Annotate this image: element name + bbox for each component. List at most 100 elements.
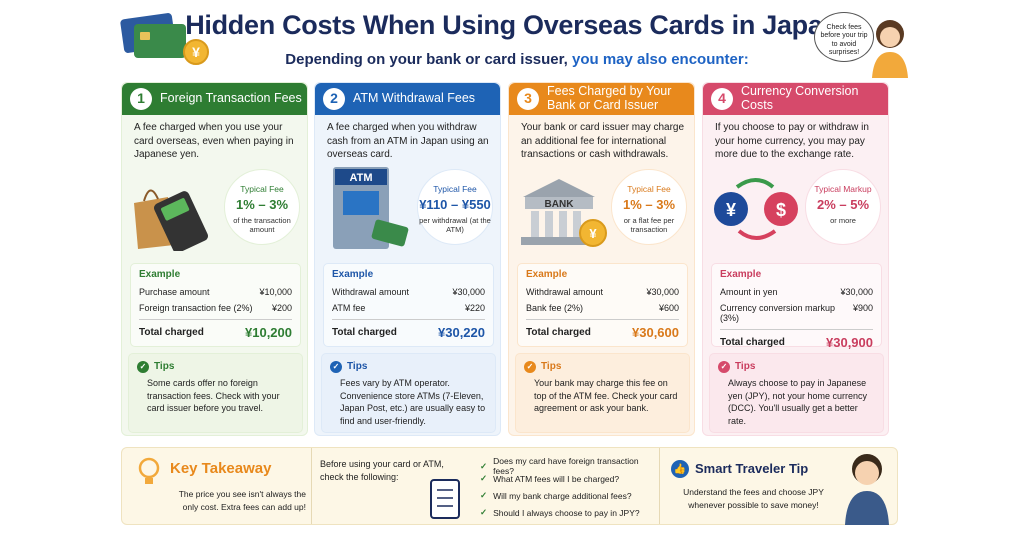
badge-label: Typical Fee: [240, 184, 284, 194]
example-row: Foreign transaction fee (2%) ¥200: [139, 303, 292, 313]
item-text: Will my bank charge additional fees?: [493, 490, 632, 501]
card-description: A fee charged when you use your card ove…: [134, 122, 294, 160]
row-label: Amount in yen: [720, 287, 778, 297]
check-icon: ✓: [330, 361, 342, 373]
traveler-illustration: [845, 454, 889, 525]
person-illustration: [872, 20, 908, 78]
card-header: 2 ATM Withdrawal Fees: [315, 83, 500, 115]
total-label: Total charged: [139, 327, 204, 338]
example-total: Total charged ¥30,600: [526, 319, 679, 340]
row-value: ¥900: [852, 303, 873, 313]
example-row: Bank fee (2%) ¥600: [526, 303, 679, 313]
card: 1 Foreign Transaction Fees A fee charged w…: [121, 82, 308, 436]
badge-value: 1% – 3%: [235, 197, 289, 213]
example-total: Total charged ¥10,200: [139, 319, 292, 340]
row-label: ATM fee: [332, 303, 366, 313]
card-number: 1: [130, 88, 152, 110]
item-text: Does my card have foreign transaction fe…: [493, 456, 639, 476]
tips-heading: Tips: [541, 361, 562, 372]
card-illustration: ¥: [120, 13, 209, 65]
badge-label: Typical Markup: [814, 184, 872, 194]
card-number: 2: [323, 88, 345, 110]
shape: [545, 211, 553, 237]
example-box: Example Withdrawal amount ¥30,000 Bank fee …: [517, 263, 688, 347]
currency-symbol: ¥: [726, 200, 736, 220]
tips-heading: Tips: [347, 361, 368, 372]
card-number: 3: [517, 88, 539, 110]
total-label: Total charged: [720, 337, 785, 348]
smart-tip-title: Smart Traveler Tip: [695, 461, 809, 476]
row-value: ¥600: [658, 303, 679, 313]
card: 2 ATM Withdrawal Fees A fee charged when y…: [314, 82, 501, 436]
shape: [573, 211, 581, 237]
example-total: Total charged ¥30,900: [720, 329, 873, 350]
subtitle-text: Depending on your bank or card issuer,: [285, 51, 568, 68]
badge-note: per withdrawal (at the ATM): [419, 215, 491, 234]
row-value: ¥30,000: [646, 287, 679, 297]
fee-badge: Typical Fee ¥110 – ¥550 per withdrawal (at…: [417, 169, 493, 245]
fee-badge: Typical Fee 1% – 3% of the transaction amo…: [224, 169, 300, 245]
tips-box: ✓ Tips Always choose to pay in Japanese ye…: [709, 353, 884, 433]
shape: [764, 192, 798, 226]
card: 4 Currency Conversion Costs If you choose …: [702, 82, 889, 436]
total-value: ¥30,220: [438, 325, 485, 340]
card-title: Fees Charged by Your Bank or Card Issuer: [547, 84, 672, 112]
badge-value: ¥110 – ¥550: [419, 197, 491, 213]
card-illustration: ¥ $: [714, 178, 798, 240]
check-mark: ✓: [480, 507, 488, 517]
check-icon: ✓: [524, 361, 536, 373]
subtitle: Depending on your bank or card issuer, y…: [0, 51, 1024, 68]
row-value: ¥200: [271, 303, 292, 313]
example-heading: Example: [720, 269, 762, 280]
card-header: 4 Currency Conversion Costs: [703, 83, 888, 115]
row-label: Purchase amount: [139, 287, 210, 297]
item-text: Should I always choose to pay in JPY?: [493, 507, 640, 518]
card-description: Your bank or card issuer may charge an a…: [521, 122, 685, 160]
shape: [371, 219, 409, 247]
tips-heading: Tips: [154, 361, 175, 372]
example-heading: Example: [526, 269, 568, 280]
checklist: Before using your card or ATM, check the…: [320, 448, 660, 524]
card-illustration: BANK ¥: [521, 179, 607, 247]
card-illustration: [134, 189, 208, 251]
shape: [525, 197, 593, 209]
example-total: Total charged ¥30,220: [332, 319, 485, 340]
card: 3 Fees Charged by Your Bank or Card Issue…: [508, 82, 695, 436]
shape: [845, 491, 889, 525]
row-label: Withdrawal amount: [332, 287, 410, 297]
shape: [335, 169, 387, 185]
row-label: Foreign transaction fee (2%): [139, 303, 253, 313]
tips-heading-row: ✓ Tips: [330, 360, 487, 374]
badge-label: Typical Fee: [433, 184, 477, 194]
example-row: Withdrawal amount ¥30,000: [526, 287, 679, 297]
row-value: ¥10,000: [259, 287, 292, 297]
shape: [559, 211, 567, 237]
takeaway-title: Key Takeaway: [170, 460, 272, 477]
tips-heading-row: ✓ Tips: [137, 360, 294, 374]
shape: [343, 191, 379, 215]
tips-box: ✓ Tips Some cards offer no foreign transac…: [128, 353, 303, 433]
badge-note: of the transaction amount: [233, 215, 291, 234]
row-label: Withdrawal amount: [526, 287, 604, 297]
shape: [737, 229, 777, 240]
check-mark: ✓: [480, 460, 488, 471]
example-box: Example Purchase amount ¥10,000 Foreign tra…: [130, 263, 301, 347]
takeaway: Key Takeaway The price you see isn't alwa…: [122, 448, 312, 524]
badge-label: Typical Fee: [627, 184, 671, 194]
subtitle-highlight: you may also encounter:: [572, 51, 749, 68]
shape: [521, 237, 597, 245]
tips-text: Fees vary by ATM operator. Convenience s…: [340, 378, 486, 426]
tips-text: Your bank may charge this fee on top of …: [534, 378, 678, 414]
check-icon: ✓: [137, 361, 149, 373]
row-label: Currency conversion markup (3%): [720, 303, 836, 323]
total-label: Total charged: [332, 327, 397, 338]
total-value: ¥10,200: [245, 325, 292, 340]
checklist-intro: Before using your card or ATM, check the…: [320, 459, 444, 482]
card-header: 1 Foreign Transaction Fees: [122, 83, 307, 115]
takeaway-text: The price you see isn't always the only …: [178, 489, 306, 512]
example-heading: Example: [139, 269, 181, 280]
row-value: ¥220: [464, 303, 485, 313]
fee-badge: Typical Markup 2% – 5% or more: [805, 169, 881, 245]
checklist-item: ✓ What ATM fees will I be charged?: [480, 473, 619, 484]
